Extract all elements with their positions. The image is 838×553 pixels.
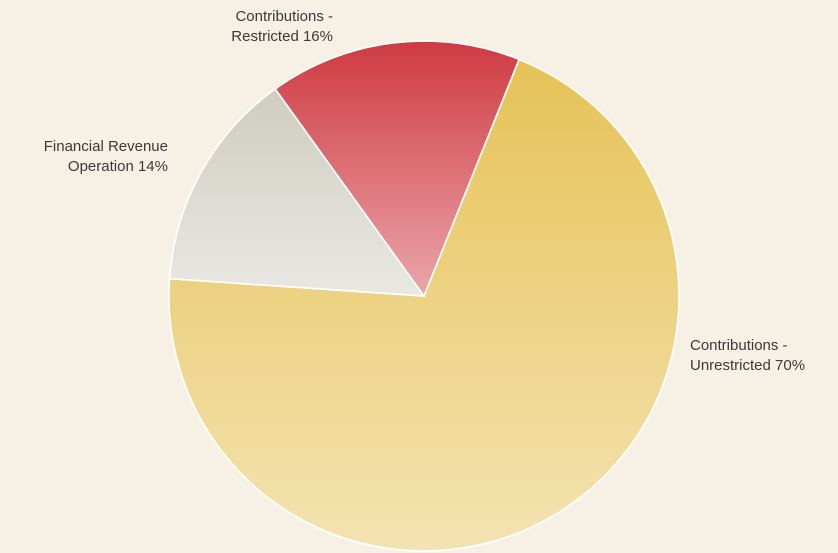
slice-value: 14% [137,158,168,175]
slice-name: Contributions - Unrestricted [690,337,788,374]
pie [168,40,680,552]
slice-name: Financial Revenue Operation [43,138,168,175]
slice-value: 70% [775,357,806,374]
slice-label: Contributions - Restricted 16% [193,7,333,47]
slice-label: Contributions - Unrestricted 70% [690,336,830,376]
slice-value: 16% [302,28,333,45]
slice-label: Financial Revenue Operation 14% [8,137,168,177]
slice-shade [274,40,521,298]
slice-name: Contributions - Restricted [231,8,333,45]
slice-shade [168,87,426,297]
slice-shade [168,58,680,552]
